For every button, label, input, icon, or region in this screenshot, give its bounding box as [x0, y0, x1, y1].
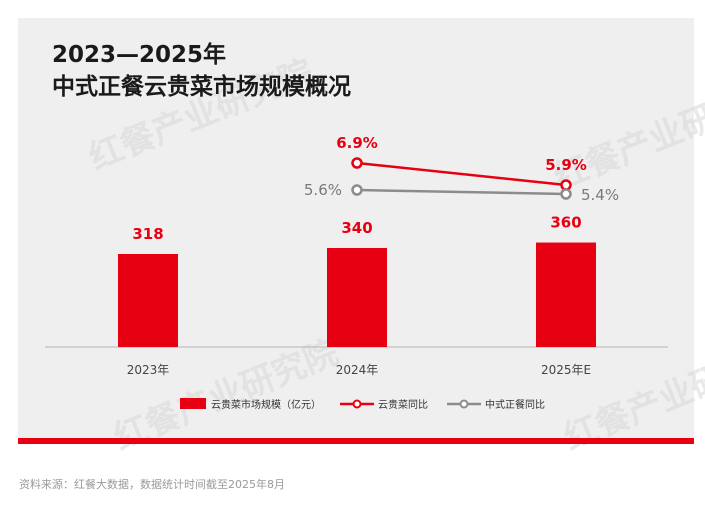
bar-1: [118, 254, 178, 347]
line-yunnan: [356, 161, 567, 187]
bottom-accent-bar: [18, 438, 694, 444]
chart-title-line1: 2023—2025年: [52, 42, 227, 68]
chart-title-line2: 中式正餐云贵菜市场规模概况: [52, 74, 351, 100]
x-tick-label: 2024年: [336, 363, 379, 377]
legend-bar-swatch: [180, 398, 206, 409]
line-value-label-overall: 5.6%: [304, 181, 342, 199]
x-tick-label: 2023年: [127, 363, 170, 377]
legend-line-label-yunnan: 云贵菜同比: [378, 398, 428, 411]
source-note: 资料来源：红餐大数据，数据统计时间截至2025年8月: [19, 478, 285, 491]
x-tick-labels: 2023年 2024年 2025年E: [127, 363, 591, 377]
line-value-label-overall: 5.4%: [581, 186, 619, 204]
line-value-label-yunnan: 6.9%: [336, 134, 378, 152]
legend-marker-yunnan: [352, 399, 362, 409]
bar-value-label: 318: [132, 225, 163, 243]
bar-series: [118, 242, 596, 347]
line-point-overall: [351, 184, 363, 196]
line-overall: [356, 188, 567, 196]
legend-marker-overall: [459, 399, 469, 409]
legend-line-label-overall: 中式正餐同比: [485, 398, 545, 411]
line-point-overall: [560, 188, 572, 200]
line-point-yunnan: [351, 157, 363, 169]
x-tick-label: 2025年E: [541, 363, 591, 377]
bar-labels: 318 340 360: [132, 214, 581, 243]
bar-value-label: 360: [550, 214, 581, 232]
line-series: 6.9% 5.9% 5.6% 5.4%: [304, 134, 619, 204]
legend-bar-label: 云贵菜市场规模（亿元）: [211, 398, 321, 411]
chart-card: [18, 18, 694, 438]
line-point-yunnan: [560, 179, 572, 191]
bar-value-label: 340: [341, 219, 372, 237]
line-value-label-yunnan: 5.9%: [545, 156, 587, 174]
watermark-text: 红餐产业研究院: [548, 72, 705, 198]
legend: 云贵菜市场规模（亿元） 云贵菜同比 中式正餐同比: [180, 398, 545, 411]
bar-2: [327, 247, 387, 347]
bar-3: [536, 242, 596, 347]
